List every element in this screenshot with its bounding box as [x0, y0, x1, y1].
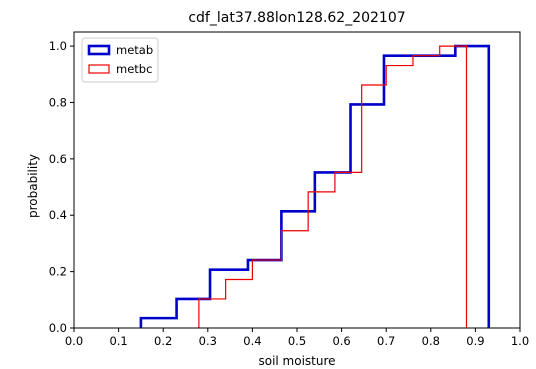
- y-tick-label: 0.0: [49, 321, 67, 335]
- x-tick-label: 0.5: [288, 334, 306, 348]
- x-tick-label: 0.2: [154, 334, 172, 348]
- x-tick-label: 0.4: [243, 334, 261, 348]
- y-tick-label: 0.6: [49, 152, 67, 166]
- x-tick-label: 1.0: [511, 334, 529, 348]
- legend-swatch-metbc: [88, 64, 110, 74]
- x-tick-label: 0.6: [332, 334, 350, 348]
- y-tick-label: 0.8: [49, 95, 67, 109]
- x-tick-label: 0.7: [377, 334, 395, 348]
- legend-label-metab: metab: [116, 43, 153, 57]
- y-axis-label: probability: [26, 154, 40, 218]
- legend-label-metbc: metbc: [116, 62, 152, 76]
- y-tick-label: 0.2: [49, 265, 67, 279]
- legend-box: [81, 37, 159, 83]
- x-tick-label: 0.3: [199, 334, 217, 348]
- series-line-metab: [139, 44, 491, 328]
- x-tick-label: 0.9: [466, 334, 484, 348]
- x-tick-label: 0.8: [422, 334, 440, 348]
- y-tick-label: 1.0: [49, 39, 67, 53]
- x-tick-label: 0.0: [65, 334, 83, 348]
- legend-swatch-metab: [87, 44, 111, 56]
- y-tick-label: 0.4: [49, 208, 67, 222]
- legend: metab metbc: [81, 37, 159, 83]
- x-axis-label: soil moisture: [258, 354, 335, 368]
- plot-area: [139, 44, 491, 328]
- axes: 0.0 0.1 0.2 0.3 0.4 0.5 0.6 0.7 0.8 0.9 1.0 0.0 0.2 0…: [49, 31, 529, 348]
- x-tick-label: 0.1: [109, 334, 127, 348]
- chart-title: cdf_lat37.88lon128.62_202107: [188, 10, 405, 26]
- series-line-metbc: [198, 45, 468, 328]
